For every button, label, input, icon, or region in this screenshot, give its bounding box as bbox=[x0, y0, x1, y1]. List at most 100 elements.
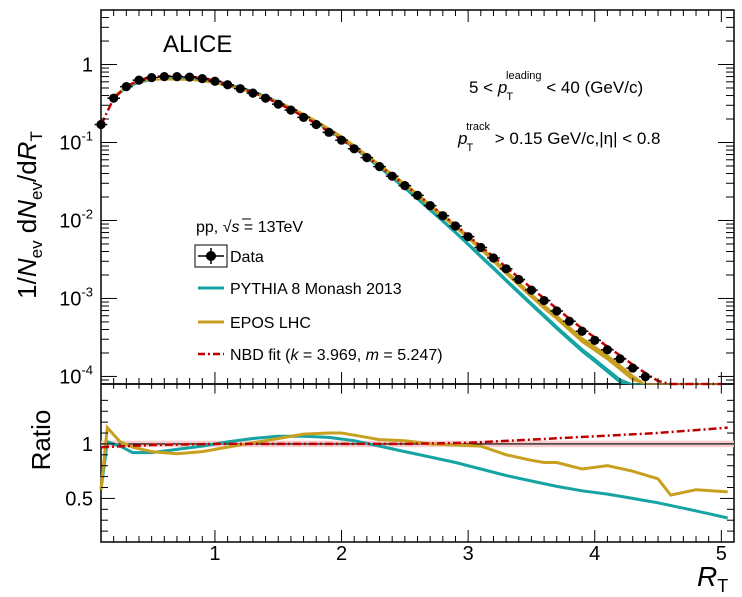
top-plot-layer bbox=[94, 71, 722, 386]
annotation-pt-track: pTtrack > 0.15 GeV/c,|η| < 0.8 bbox=[457, 121, 661, 154]
ratio-y-tick-label: 1 bbox=[82, 434, 93, 456]
data-point-1 bbox=[109, 93, 119, 103]
experiment-label: ALICE bbox=[163, 31, 232, 58]
legend-item-pythia: PYTHIA 8 Monash 2013 bbox=[198, 281, 402, 298]
system-s: s bbox=[231, 219, 239, 236]
data-point-17 bbox=[311, 119, 321, 130]
data-point-3 bbox=[134, 75, 144, 85]
data-point-33 bbox=[514, 274, 524, 285]
pt-track-sub: T bbox=[466, 142, 473, 154]
legend-nbd-label: NBD fit (k = 3.969, m = 5.247) bbox=[230, 347, 443, 364]
tick-exponent: -2 bbox=[81, 206, 93, 221]
data-point-25 bbox=[412, 190, 423, 200]
pt-leading-sup: leading bbox=[506, 70, 541, 82]
data-point-0 bbox=[96, 119, 106, 130]
top-y-tick-label: 10-1 bbox=[59, 128, 93, 154]
data-point-13 bbox=[260, 93, 271, 103]
nbd-pre: NBD fit ( bbox=[230, 347, 291, 364]
legend-item-data: Data bbox=[194, 244, 264, 268]
data-point-6 bbox=[172, 71, 182, 82]
data-point-23 bbox=[387, 171, 397, 181]
tick-base: 10 bbox=[59, 366, 81, 388]
data-point-29 bbox=[463, 232, 473, 242]
legend-epos-label: EPOS LHC bbox=[230, 315, 311, 332]
ylabel-part-ev: ev bbox=[27, 240, 46, 258]
tick-base: 10 bbox=[59, 132, 81, 154]
data-point-20 bbox=[349, 144, 359, 154]
tick-exponent: -3 bbox=[81, 284, 93, 299]
pt-track-post: > 0.15 GeV/c,|η| < 0.8 bbox=[490, 129, 660, 148]
annotation-system: pp, √s = 13TeV bbox=[196, 219, 303, 236]
data-point-43 bbox=[640, 372, 650, 382]
system-post: = 13TeV bbox=[239, 219, 303, 236]
nbd-k: k bbox=[290, 347, 299, 364]
ylabel-part-1: 1/ bbox=[12, 276, 42, 298]
tick-base: 10 bbox=[59, 210, 81, 232]
data-point-31 bbox=[488, 253, 499, 263]
legend-item-nbd: NBD fit (k = 3.969, m = 5.247) bbox=[198, 347, 443, 364]
data-point-14 bbox=[273, 99, 283, 109]
data-point-10 bbox=[223, 80, 233, 90]
ratio-y-tick-label: 0.5 bbox=[65, 488, 93, 510]
nbd-post: = 5.247) bbox=[379, 347, 443, 364]
data-point-5 bbox=[159, 71, 169, 82]
pt-leading-p: p bbox=[497, 78, 507, 97]
legend-data-label: Data bbox=[230, 249, 264, 266]
x-axis-label: RT bbox=[697, 561, 728, 592]
x-tick-label: 3 bbox=[463, 543, 474, 565]
data-point-21 bbox=[362, 153, 372, 163]
tick-exponent: -4 bbox=[81, 362, 93, 377]
data-point-19 bbox=[336, 135, 347, 145]
data-point-18 bbox=[324, 127, 334, 137]
ylabel-part-N: N bbox=[12, 258, 42, 277]
data-point-12 bbox=[248, 88, 258, 98]
top-y-axis-label: 1/Nev dNev/dRT bbox=[12, 131, 46, 299]
data-point-34 bbox=[526, 285, 537, 295]
ratio-curve-1 bbox=[99, 424, 728, 497]
ylabel-part-R: R bbox=[12, 142, 42, 161]
nbd-m: m bbox=[366, 347, 379, 364]
data-point-24 bbox=[400, 181, 410, 191]
tick-exponent: -1 bbox=[81, 128, 93, 143]
pt-leading-pre: 5 < bbox=[469, 78, 498, 97]
pt-track-sup: track bbox=[466, 121, 490, 133]
data-point-32 bbox=[501, 264, 511, 274]
data-point-40 bbox=[602, 345, 613, 355]
annotation-pt-leading: 5 < pTleading < 40 (GeV/c) bbox=[469, 70, 643, 103]
data-point-22 bbox=[374, 162, 385, 172]
legend-item-epos: EPOS LHC bbox=[198, 315, 311, 332]
ratio-y-axis-label: Ratio bbox=[26, 410, 56, 471]
ylabel-part-N2: N bbox=[12, 200, 42, 219]
data-point-35 bbox=[539, 295, 549, 306]
legend: Data PYTHIA 8 Monash 2013 EPOS LHC NBD f… bbox=[194, 244, 443, 364]
pt-leading-sub: T bbox=[506, 91, 513, 103]
ratio-curve-2 bbox=[100, 426, 728, 449]
data-point-27 bbox=[438, 211, 448, 221]
data-point-8 bbox=[197, 73, 207, 84]
xlabel-R: R bbox=[697, 561, 717, 592]
legend-pythia-label: PYTHIA 8 Monash 2013 bbox=[230, 281, 402, 298]
data-point-39 bbox=[590, 335, 600, 345]
nbd-fit-curve bbox=[99, 74, 722, 386]
data-point-36 bbox=[552, 306, 562, 316]
top-y-tick-label: 10-3 bbox=[59, 284, 93, 310]
legend-data-marker bbox=[206, 251, 216, 261]
ratio-plot-layer bbox=[99, 424, 734, 520]
data-point-15 bbox=[286, 105, 296, 115]
bottom-plot-frame bbox=[100, 383, 735, 543]
data-point-42 bbox=[628, 363, 638, 373]
x-tick-label: 5 bbox=[716, 543, 727, 565]
top-y-tick-label: 10-4 bbox=[59, 362, 93, 388]
data-point-4 bbox=[147, 72, 157, 83]
system-sqrt: √ bbox=[223, 219, 232, 236]
data-point-16 bbox=[298, 112, 309, 122]
data-point-9 bbox=[210, 76, 220, 86]
data-point-38 bbox=[577, 326, 587, 336]
data-point-2 bbox=[121, 82, 131, 92]
pt-leading-post: < 40 (GeV/c) bbox=[542, 78, 644, 97]
data-point-41 bbox=[615, 354, 625, 364]
data-point-26 bbox=[425, 201, 435, 211]
